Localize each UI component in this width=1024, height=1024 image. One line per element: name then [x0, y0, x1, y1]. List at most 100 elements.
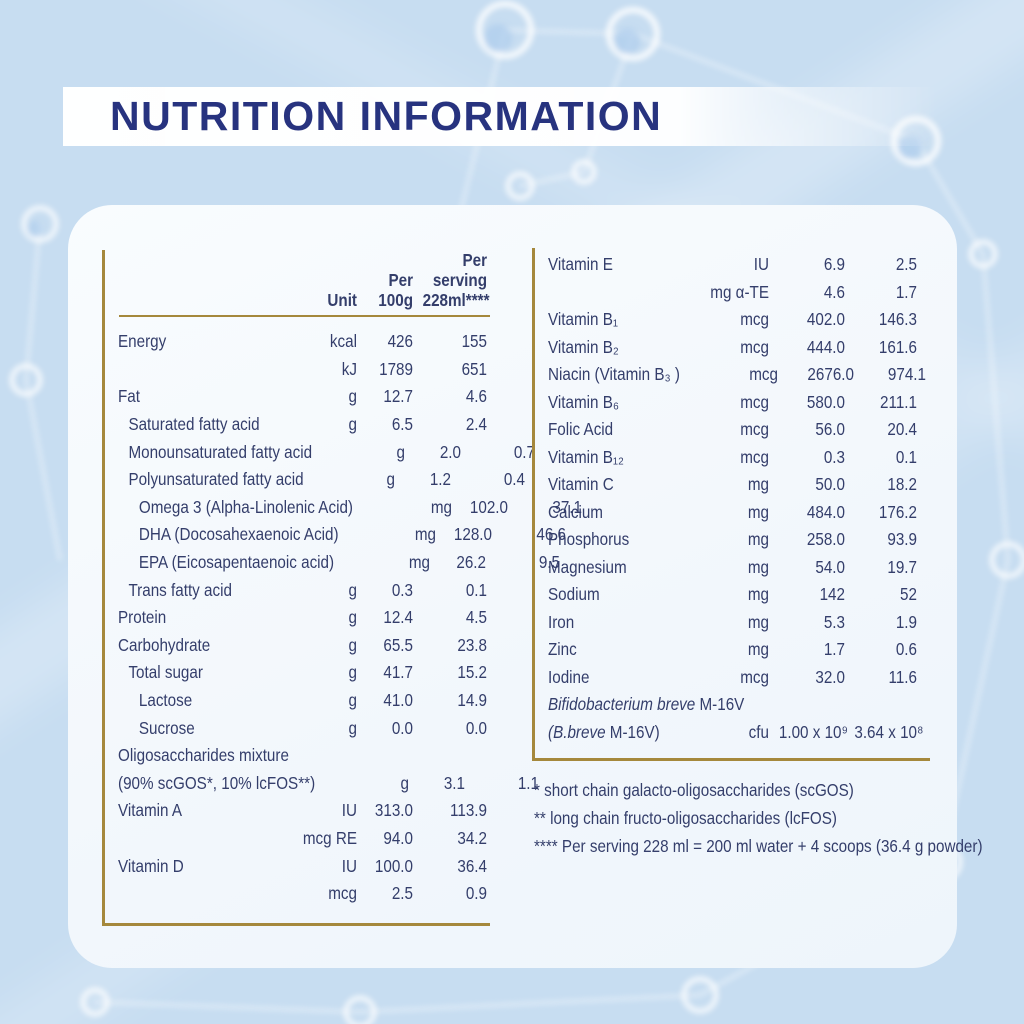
- row-unit: kcal: [329, 331, 357, 352]
- row-label: Monounsaturated fatty acid: [128, 441, 313, 462]
- row-per-serving: 37.1: [552, 496, 583, 517]
- row-per-100g: 313.0: [374, 800, 413, 821]
- row-per-serving: 19.7: [887, 556, 917, 577]
- row-per-serving: 0.4: [504, 469, 526, 490]
- row-per-100g: 3.1: [443, 772, 465, 793]
- table-row: Vitamin B₆ mcg 580.0 211.1: [535, 389, 930, 417]
- row-per-serving: 155: [461, 331, 487, 352]
- row-per-100g: 50.0: [815, 474, 845, 495]
- row-label: Vitamin A: [118, 800, 183, 821]
- row-per-serving: 1.9: [895, 611, 917, 632]
- table-row: Lactose g 41.0 14.9: [105, 687, 490, 715]
- table-row: Calcium mg 484.0 176.2: [535, 499, 930, 527]
- row-label: Trans fatty acid: [128, 579, 232, 600]
- row-per-serving: 0.7: [513, 441, 536, 462]
- table-row: Carbohydrate g 65.5 23.8: [105, 632, 490, 660]
- row-per-serving: 651: [461, 358, 487, 379]
- table-row: Trans fatty acid g 0.3 0.1: [105, 576, 490, 604]
- footnote: **** Per serving 228 ml = 200 ml water +…: [534, 836, 983, 856]
- table-row: Polyunsaturated fatty acid g 1.2 0.4: [105, 466, 525, 494]
- header-per-serving: Per serving 228ml****: [422, 250, 490, 310]
- row-label: Zinc: [548, 639, 577, 660]
- row-per-serving: 0.1: [465, 579, 487, 600]
- table-row: Vitamin B₁ mcg 402.0 146.3: [535, 306, 930, 334]
- row-per-serving: 0.6: [895, 639, 917, 660]
- row-label: (90% scGOS*, 10% lcFOS**): [118, 772, 316, 793]
- row-label: Sodium: [548, 584, 600, 605]
- row-per-serving: 14.9: [457, 690, 487, 711]
- table-row: Fat g 12.7 4.6: [105, 383, 490, 411]
- row-per-serving: 1.1: [517, 772, 539, 793]
- table-row: Folic Acid mcg 56.0 20.4: [535, 416, 930, 444]
- row-unit: mg: [747, 611, 769, 632]
- footnote: ** long chain fructo-oligosaccharides (l…: [534, 808, 837, 828]
- row-per-100g: 128.0: [453, 524, 492, 545]
- row-label: Omega 3 (Alpha-Linolenic Acid): [138, 496, 353, 517]
- row-per-100g: 2.0: [439, 441, 462, 462]
- row-label-italic: Bifidobacterium breve: [548, 694, 696, 715]
- row-unit: mcg: [740, 666, 769, 687]
- row-per-100g: 1789: [379, 358, 413, 379]
- table-row: kJ 1789 651: [105, 356, 490, 384]
- row-per-100g: 444.0: [806, 336, 845, 357]
- table-row: Zinc mg 1.7 0.6: [535, 636, 930, 664]
- table-rows-right: Vitamin E IU 6.9 2.5 mg α-TE 4.6 1.7 Vitamin B₁…: [535, 248, 930, 746]
- table-row: Vitamin A IU 313.0 113.9: [105, 797, 490, 825]
- row-per-100g: 65.5: [383, 634, 413, 655]
- row-unit: mcg RE: [302, 827, 357, 848]
- row-per-serving: 93.9: [887, 529, 917, 550]
- table-row: (B.breve M-16V) cfu 1.00 x 10⁹ 3.64 x 10⁸: [535, 719, 930, 747]
- row-unit: mcg: [740, 446, 769, 467]
- row-unit: mcg: [740, 391, 769, 412]
- row-label: (B.breve M-16V): [548, 722, 672, 743]
- row-per-serving: 113.9: [450, 800, 487, 821]
- row-label: Oligosaccharides mixture: [118, 745, 289, 766]
- row-per-100g: 580.0: [806, 391, 845, 412]
- row-per-serving: 211.1: [880, 391, 917, 412]
- row-label: DHA (Docosahexaenoic Acid): [138, 524, 339, 545]
- table-row: Iodine mcg 32.0 11.6: [535, 664, 930, 692]
- row-unit: mcg: [740, 336, 769, 357]
- row-label: Phosphorus: [548, 529, 630, 550]
- row-per-serving: 0.9: [465, 883, 487, 904]
- row-per-100g: 6.9: [823, 254, 845, 275]
- table-row: mcg RE 94.0 34.2: [105, 825, 490, 853]
- row-label: Vitamin C: [548, 474, 614, 495]
- row-unit: g: [348, 579, 357, 600]
- row-per-serving: 974.1: [887, 364, 926, 385]
- table-row: Energy kcal 426 155: [105, 328, 490, 356]
- header-per-100g: Per 100g: [378, 270, 413, 310]
- row-per-100g: 484.0: [806, 501, 845, 522]
- row-unit: IU: [341, 800, 357, 821]
- table-row: (90% scGOS*, 10% lcFOS**) g 3.1 1.1: [105, 770, 539, 798]
- table-row: Sodium mg 142 52: [535, 581, 930, 609]
- table-header: Unit Per 100g Per serving 228ml****: [119, 250, 490, 317]
- row-unit: mg α-TE: [710, 281, 769, 302]
- row-unit: g: [400, 772, 409, 793]
- row-unit: g: [396, 441, 406, 462]
- row-per-100g: 56.0: [815, 419, 845, 440]
- row-label: Vitamin B₁: [548, 309, 619, 330]
- row-per-serving: 146.3: [878, 309, 917, 330]
- row-unit: g: [348, 414, 357, 435]
- table-row: Monounsaturated fatty acid g 2.0 0.7: [105, 438, 535, 466]
- row-per-100g: 12.7: [383, 386, 413, 407]
- table-row: Saturated fatty acid g 6.5 2.4: [105, 411, 490, 439]
- table-row: DHA (Docosahexaenoic Acid) mg 128.0 46.6: [105, 521, 566, 549]
- row-per-100g: 402.0: [806, 309, 845, 330]
- table-row: Protein g 12.4 4.5: [105, 604, 490, 632]
- row-label: Folic Acid: [548, 419, 614, 440]
- row-per-100g: 0.0: [391, 717, 413, 738]
- row-unit: g: [348, 717, 357, 738]
- row-per-100g: 41.7: [383, 662, 413, 683]
- row-label: Vitamin B₆: [548, 391, 620, 412]
- row-unit: mg: [747, 501, 769, 522]
- row-label: Total sugar: [128, 662, 203, 683]
- row-per-serving: 2.5: [895, 254, 917, 275]
- row-unit: mcg: [740, 309, 769, 330]
- table-row: Vitamin D IU 100.0 36.4: [105, 852, 490, 880]
- row-unit: g: [348, 662, 357, 683]
- row-label: Calcium: [548, 501, 604, 522]
- row-unit: mg: [430, 496, 453, 517]
- row-label: Iron: [548, 611, 575, 632]
